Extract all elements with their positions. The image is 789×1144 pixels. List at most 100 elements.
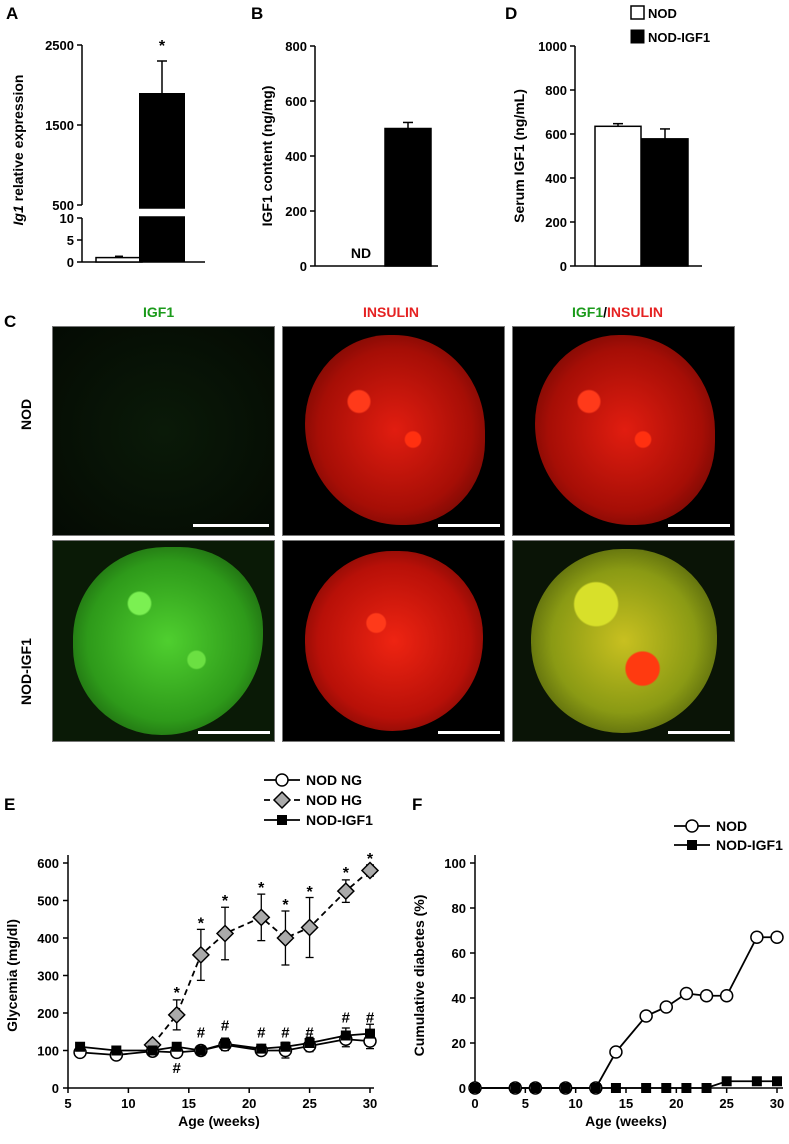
- significance-hash: #: [342, 1009, 351, 1026]
- x-tick-label: 20: [669, 1096, 683, 1111]
- legend-label: NOD NG: [306, 772, 362, 788]
- data-point: [530, 1083, 541, 1093]
- data-point: [111, 1045, 122, 1056]
- data-point: [167, 1005, 186, 1024]
- scale-bar: [438, 524, 500, 527]
- y-tick-label: 200: [37, 1006, 59, 1021]
- legend-marker: [685, 819, 699, 833]
- y-tick-label: 800: [545, 83, 567, 98]
- y-tick-label: 5: [67, 233, 74, 248]
- image-nod-igf1: [52, 326, 275, 536]
- panel-letter-e: E: [4, 795, 15, 814]
- y-tick-label: 300: [37, 969, 59, 984]
- chart-b: 0 200 400 600 800 IGF1 content (ng/mg) ND: [259, 39, 438, 274]
- data-point: [171, 1041, 182, 1052]
- significance-hash: #: [221, 1018, 230, 1035]
- row-label-nod: NOD: [18, 398, 34, 430]
- y-tick-label: 0: [300, 259, 307, 274]
- data-point: [721, 1076, 732, 1087]
- scale-bar: [668, 731, 730, 734]
- y-tick-label: 100: [444, 856, 466, 871]
- scale-bar: [198, 731, 270, 734]
- x-tick-label: 30: [363, 1096, 377, 1111]
- y-tick-label: 400: [545, 171, 567, 186]
- merge-igf1: IGF1: [572, 304, 604, 320]
- y-tick-label: 600: [285, 94, 307, 109]
- col-label-merge: IGF1/INSULIN: [572, 304, 663, 320]
- y-axis-label: IGF1 content (ng/mg): [259, 86, 275, 227]
- y-tick-label: 10: [60, 211, 74, 226]
- y-axis-label: Glycemia (mg/dl): [4, 919, 20, 1032]
- data-point: [360, 861, 380, 880]
- y-axis-label-rest: relative expression: [10, 75, 26, 206]
- data-point: [699, 989, 714, 1003]
- data-point: [560, 1083, 571, 1093]
- y-tick-label: 0: [67, 255, 74, 270]
- merge-insulin: INSULIN: [607, 304, 664, 320]
- y-tick-label: 800: [285, 39, 307, 54]
- data-point: [220, 1038, 231, 1049]
- y-tick-label: 500: [52, 198, 74, 213]
- y-axis-label: Serum IGF1 (ng/mL): [511, 89, 527, 223]
- data-point: [609, 1045, 623, 1059]
- significance-star: *: [367, 851, 374, 868]
- x-tick-label: 15: [619, 1096, 633, 1111]
- data-point: [772, 1076, 782, 1087]
- not-detected-label: ND: [351, 245, 371, 261]
- data-point: [470, 1083, 480, 1093]
- bar-nod: [594, 125, 642, 267]
- data-point: [191, 945, 210, 964]
- image-nod-igf1-merge: [512, 540, 735, 742]
- bar-nod-igf1: [641, 138, 689, 267]
- x-tick-label: 25: [302, 1096, 316, 1111]
- scale-bar: [668, 524, 730, 527]
- chart-d: 0 200 400 600 800 1000 Serum IGF1 (ng/mL): [511, 39, 702, 274]
- axis-break-gap: [135, 211, 189, 215]
- data-point: [639, 1009, 653, 1023]
- y-tick-label: 60: [452, 946, 466, 961]
- y-axis-label: Ig1 relative expression: [10, 75, 26, 226]
- y-tick-label: 0: [52, 1081, 59, 1096]
- data-point: [681, 1083, 692, 1093]
- data-point: [300, 918, 319, 937]
- data-point: [510, 1083, 521, 1093]
- y-axis-label: Cumulative diabetes (%): [411, 895, 427, 1057]
- islet: [535, 335, 715, 525]
- x-tick-label: 30: [770, 1096, 784, 1111]
- y-tick-label: 600: [37, 856, 59, 871]
- x-tick-label: 5: [522, 1096, 529, 1111]
- legend-nod-label: NOD: [648, 6, 677, 21]
- significance-hash: #: [173, 1060, 182, 1077]
- y-tick-label: 1000: [538, 39, 567, 54]
- data-point: [641, 1083, 652, 1093]
- x-axis-label: Age (weeks): [585, 1113, 667, 1129]
- chart-f: 0 20 40 60 80 100 0 5 10 15 20 25 30 Age (weeks) Cumul…: [411, 818, 784, 1129]
- y-tick-label: 80: [452, 901, 466, 916]
- significance-hash: #: [281, 1024, 290, 1041]
- significance-star: *: [306, 884, 313, 901]
- legend-marker: [272, 790, 292, 810]
- legend-label: NOD: [716, 818, 747, 834]
- data-point: [280, 1041, 291, 1052]
- y-tick-label: 20: [452, 1036, 466, 1051]
- islet: [531, 549, 717, 733]
- panel-letter-d: D: [505, 4, 517, 23]
- y-axis-label-gene: Ig1: [10, 205, 26, 225]
- scale-bar: [193, 524, 269, 527]
- significance-hash: #: [257, 1024, 266, 1041]
- legend-nod-igf1-label: NOD-IGF1: [648, 30, 710, 45]
- x-tick-label: 10: [121, 1096, 135, 1111]
- data-point: [336, 882, 355, 901]
- significance-hash: #: [197, 1024, 206, 1041]
- data-point: [661, 1083, 672, 1093]
- data-point: [147, 1045, 158, 1056]
- x-tick-label: 25: [719, 1096, 733, 1111]
- image-nod-insulin: [282, 326, 505, 536]
- legend-label: NOD-IGF1: [716, 837, 783, 853]
- data-point: [719, 989, 734, 1003]
- panel-letter-a: A: [6, 4, 18, 23]
- legend-label: NOD HG: [306, 792, 362, 808]
- data-point: [215, 924, 235, 943]
- x-tick-label: 15: [182, 1096, 196, 1111]
